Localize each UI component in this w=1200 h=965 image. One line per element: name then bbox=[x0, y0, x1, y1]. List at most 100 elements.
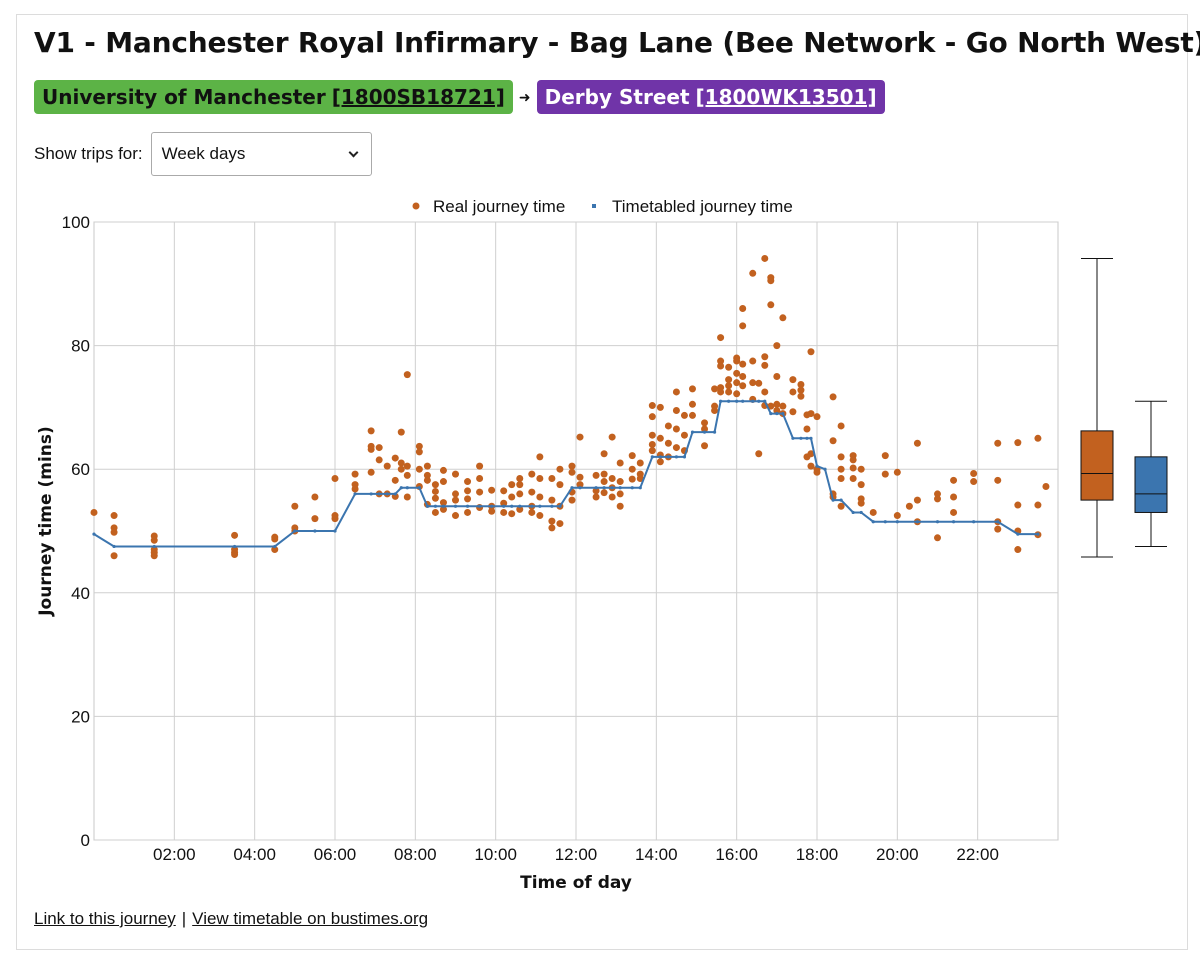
real-journey-point bbox=[231, 550, 239, 558]
real-journey-point bbox=[680, 411, 688, 419]
real-journey-point bbox=[688, 400, 696, 408]
real-journey-point bbox=[636, 474, 644, 482]
real-journey-point bbox=[717, 334, 725, 342]
timetabled-journey-point bbox=[578, 486, 582, 490]
real-journey-point bbox=[1034, 501, 1042, 509]
x-tick-label: 22:00 bbox=[956, 845, 999, 864]
trip-filter: Show trips for: Week days bbox=[34, 132, 372, 176]
y-axis-label: Journey time (mins) bbox=[36, 426, 56, 617]
real-journey-point bbox=[789, 376, 797, 384]
real-journey-point bbox=[391, 476, 399, 484]
y-tick-label: 100 bbox=[62, 213, 90, 232]
timetabled-journey-point bbox=[490, 504, 494, 508]
real-journey-point bbox=[648, 431, 656, 439]
timetabled-journey-point bbox=[658, 455, 662, 459]
real-journey-point bbox=[592, 471, 600, 479]
real-journey-point bbox=[994, 525, 1002, 533]
timetabled-journey-point bbox=[775, 411, 779, 416]
real-journey-point bbox=[608, 474, 616, 482]
journey-permalink[interactable]: Link to this journey bbox=[34, 909, 176, 928]
x-tick-label: 06:00 bbox=[314, 845, 357, 864]
real-journey-point bbox=[672, 388, 680, 396]
real-journey-point bbox=[150, 552, 158, 560]
timetabled-journey-point bbox=[871, 520, 875, 524]
trip-day-select-value: Week days bbox=[161, 144, 246, 163]
real-journey-point bbox=[403, 493, 411, 501]
timetabled-journey-point bbox=[702, 430, 707, 434]
timetabled-journey-point bbox=[405, 486, 409, 490]
real-journey-point bbox=[528, 508, 536, 516]
timetabled-journey-point bbox=[530, 504, 534, 508]
real-journey-point bbox=[556, 481, 564, 489]
x-tick-label: 18:00 bbox=[796, 845, 839, 864]
real-journey-point bbox=[934, 534, 941, 542]
x-tick-label: 02:00 bbox=[153, 845, 196, 864]
real-journey-point bbox=[739, 322, 747, 330]
y-tick-label: 80 bbox=[71, 337, 90, 356]
timetabled-journey-point bbox=[791, 436, 795, 440]
real-journey-point bbox=[648, 402, 656, 410]
real-journey-point bbox=[636, 459, 644, 467]
real-journey-point bbox=[688, 385, 696, 393]
real-journey-point bbox=[576, 473, 584, 481]
real-journey-point bbox=[950, 493, 958, 501]
real-journey-point bbox=[351, 470, 359, 478]
origin-stop-name: University of Manchester bbox=[42, 85, 326, 109]
trip-day-select[interactable]: Week days bbox=[150, 132, 372, 176]
page-title: V1 - Manchester Royal Infirmary - Bag La… bbox=[34, 26, 1200, 59]
real-journey-point bbox=[516, 481, 524, 489]
timetabled-journey-point bbox=[1036, 532, 1040, 536]
timetabled-journey-point bbox=[518, 504, 522, 508]
real-journey-point bbox=[739, 305, 747, 313]
timetabled-journey-point bbox=[719, 399, 723, 403]
real-journey-point bbox=[725, 363, 733, 371]
real-journey-point bbox=[536, 512, 544, 520]
real-journey-point bbox=[807, 462, 815, 470]
real-journey-point bbox=[403, 371, 411, 379]
timetabled-journey-point bbox=[935, 520, 940, 524]
real-journey-point bbox=[803, 425, 811, 433]
timetabled-journey-point bbox=[232, 544, 237, 549]
real-journey-point bbox=[628, 452, 636, 460]
real-journey-point bbox=[516, 490, 524, 498]
real-journey-point bbox=[516, 474, 524, 482]
real-journey-point bbox=[110, 552, 118, 560]
real-journey-point bbox=[397, 459, 405, 467]
timetabled-journey-point bbox=[781, 411, 785, 416]
real-journey-point bbox=[488, 507, 496, 515]
footer-links: Link to this journey | View timetable on b… bbox=[34, 909, 428, 929]
real-journey-point bbox=[688, 411, 696, 419]
timetabled-journey-point bbox=[839, 498, 843, 502]
real-journey-point bbox=[592, 493, 600, 501]
real-journey-point bbox=[773, 342, 781, 350]
real-journey-point bbox=[556, 465, 564, 473]
timetabled-journey-point bbox=[313, 529, 317, 533]
real-journey-point bbox=[849, 464, 857, 472]
real-journey-point bbox=[893, 468, 901, 476]
boxplot-box-real bbox=[1080, 430, 1114, 501]
destination-stop-code-link[interactable]: [1800WK13501] bbox=[695, 85, 877, 109]
real-journey-point bbox=[739, 373, 747, 380]
real-journey-point bbox=[994, 439, 1002, 447]
real-journey-point bbox=[779, 314, 787, 322]
timetabled-journey-point bbox=[831, 498, 835, 502]
real-journey-point bbox=[934, 490, 941, 498]
origin-stop-code-link[interactable]: [1800SB18721] bbox=[331, 85, 505, 109]
x-tick-label: 16:00 bbox=[715, 845, 758, 864]
real-journey-point bbox=[452, 512, 459, 520]
timetabled-journey-point bbox=[425, 504, 429, 508]
real-journey-point bbox=[568, 468, 576, 476]
real-journey-point bbox=[291, 502, 299, 510]
real-journey-point bbox=[608, 493, 616, 501]
real-journey-point bbox=[767, 277, 775, 285]
timetabled-journey-point bbox=[92, 532, 96, 536]
real-journey-point bbox=[913, 439, 921, 447]
real-journey-point bbox=[755, 450, 763, 458]
real-journey-point bbox=[600, 478, 608, 486]
timetabled-journey-point bbox=[799, 436, 803, 440]
timetable-link[interactable]: View timetable on bustimes.org bbox=[192, 909, 429, 928]
timetabled-journey-point bbox=[441, 504, 446, 508]
real-journey-point bbox=[950, 508, 958, 516]
legend-marker-real bbox=[412, 202, 420, 210]
arrow-right-icon: ➜ bbox=[518, 88, 531, 105]
